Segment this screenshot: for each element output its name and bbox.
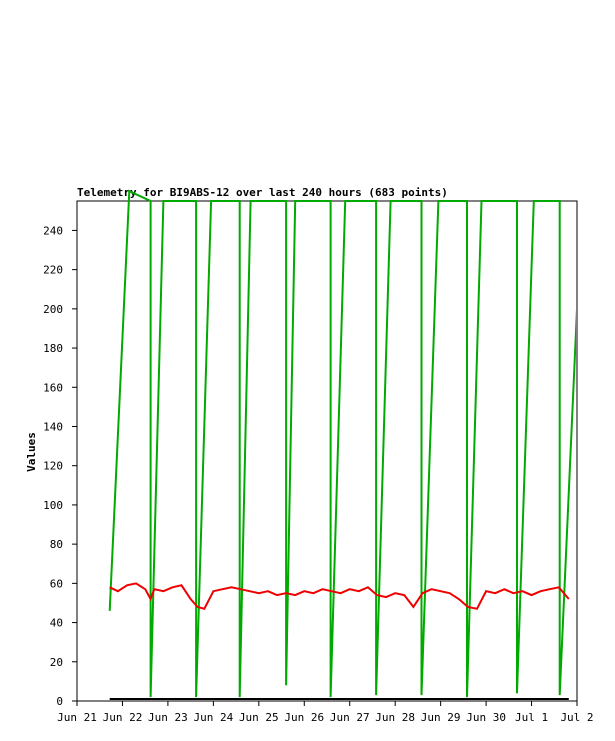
series-layer <box>108 189 576 700</box>
y-tick-label: 80 <box>50 538 63 551</box>
y-tick-label: 160 <box>43 381 63 394</box>
x-tick-label: Jun 22 <box>103 711 143 724</box>
x-tick-label: Jun 21 <box>57 711 97 724</box>
x-tick-label: Jun 28 <box>375 711 415 724</box>
y-tick-label: 120 <box>43 460 63 473</box>
y-axis: 0 20 40 60 80 100 120 140 160 180 200 220 240 <box>43 224 77 708</box>
series-line-1 <box>109 582 570 610</box>
x-axis: Jun 21 Jun 22 Jun 23 Jun 24 Jun 25 Jun 26 Jun … <box>57 701 594 724</box>
y-tick-label: 20 <box>50 656 63 669</box>
x-tick-label: Jun 24 <box>193 711 233 724</box>
y-tick-label: 100 <box>43 499 63 512</box>
x-tick-label: Jul 1 <box>515 711 548 724</box>
series-line-0 <box>108 189 576 698</box>
y-tick-label: 180 <box>43 342 63 355</box>
y-axis-label: Values <box>25 432 38 472</box>
x-tick-label: Jun 27 <box>330 711 370 724</box>
y-tick-label: 40 <box>50 617 63 630</box>
x-tick-label: Jun 30 <box>466 711 506 724</box>
y-tick-label: 220 <box>43 264 63 277</box>
x-tick-label: Jun 23 <box>148 711 188 724</box>
y-tick-label: 0 <box>56 695 63 708</box>
chart-title: Telemetry for BI9ABS-12 over last 240 ho… <box>77 186 448 199</box>
x-tick-label: Jun 26 <box>284 711 324 724</box>
y-tick-label: 140 <box>43 420 63 433</box>
x-tick-label: Jun 29 <box>421 711 461 724</box>
y-tick-label: 200 <box>43 303 63 316</box>
y-tick-label: 60 <box>50 577 63 590</box>
x-tick-label: Jun 25 <box>239 711 279 724</box>
x-tick-label: Jul 2 <box>560 711 593 724</box>
y-tick-label: 240 <box>43 224 63 237</box>
